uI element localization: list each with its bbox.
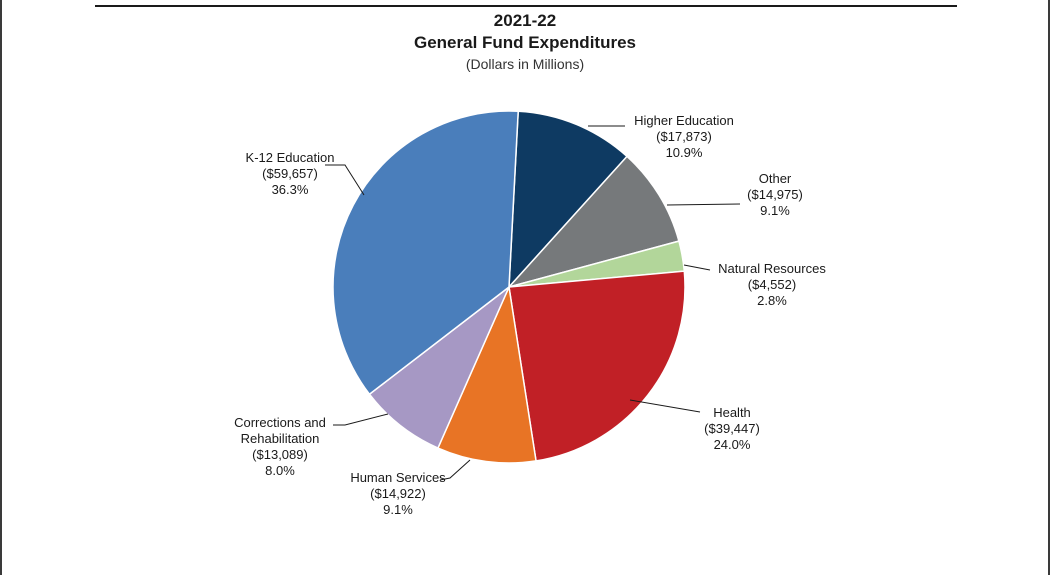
- chart-title-block: 2021-22 General Fund Expenditures (Dolla…: [0, 10, 1050, 74]
- leader-line-health: [629, 399, 701, 413]
- pie-slice-health: [508, 270, 686, 462]
- slice-label-higher-education: Higher Education ($17,873) 10.9%: [634, 113, 734, 160]
- pie-slice-higher-education: [508, 110, 629, 290]
- slice-label-health: Health ($39,447) 24.0%: [704, 405, 760, 452]
- slice-label-human-services: Human Services ($14,922) 9.1%: [350, 470, 446, 517]
- chart-title: General Fund Expenditures: [414, 33, 636, 52]
- chart-subtitle: (Dollars in Millions): [465, 56, 585, 72]
- leader-line-human-services: [439, 459, 471, 481]
- leader-line-other: [666, 203, 741, 206]
- leader-line-natural-resources: [683, 264, 711, 271]
- slice-label-corrections-and-rehabilitation: Corrections and Rehabilitation ($13,089) 8.…: [234, 415, 326, 478]
- frame-left-border: [0, 0, 2, 575]
- pie-slice-k-12-education: [332, 110, 519, 396]
- pie-slice-human-services: [436, 284, 537, 464]
- pie-slice-other: [506, 155, 680, 289]
- leader-line-k-12-education: [325, 164, 365, 196]
- frame-right-border: [1048, 0, 1050, 575]
- chart-title-year: 2021-22: [493, 11, 557, 30]
- slice-label-other: Other ($14,975) 9.1%: [747, 171, 803, 218]
- leader-line-corrections-and-rehabilitation: [333, 413, 389, 426]
- slice-label-natural-resources: Natural Resources ($4,552) 2.8%: [718, 261, 826, 308]
- top-rule: [95, 5, 957, 7]
- slice-label-k-12-education: K-12 Education ($59,657) 36.3%: [246, 150, 335, 197]
